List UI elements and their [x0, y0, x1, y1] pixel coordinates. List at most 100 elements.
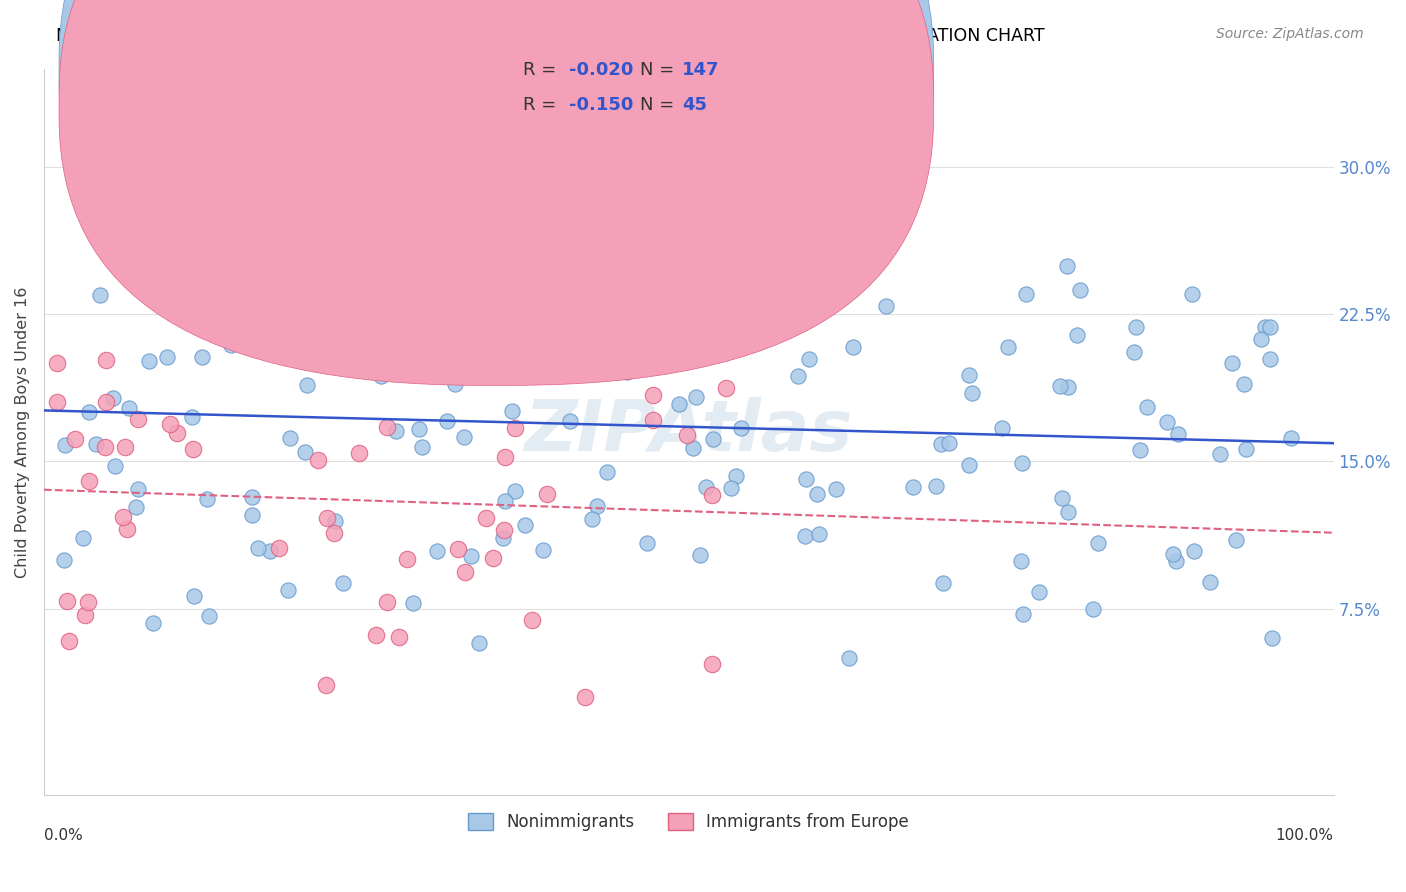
Point — [560, 414, 582, 428]
Point — [411, 440, 433, 454]
Point — [1056, 260, 1078, 274]
Point — [58, 633, 80, 648]
Point — [676, 427, 699, 442]
Point — [1087, 536, 1109, 550]
Point — [125, 500, 148, 515]
Point — [347, 446, 370, 460]
Point — [127, 482, 149, 496]
Text: -0.020: -0.020 — [569, 61, 634, 78]
Point — [702, 657, 724, 672]
Point — [422, 248, 444, 262]
Point — [55, 438, 77, 452]
Point — [702, 433, 724, 447]
Point — [115, 522, 138, 536]
Point — [641, 413, 664, 427]
Point — [637, 536, 659, 550]
Point — [364, 628, 387, 642]
Point — [316, 510, 339, 524]
Point — [695, 481, 717, 495]
Point — [794, 472, 817, 486]
Point — [273, 277, 295, 291]
Point — [579, 226, 602, 240]
Point — [357, 325, 380, 339]
Point — [1011, 457, 1033, 471]
Point — [114, 440, 136, 454]
Text: 147: 147 — [682, 61, 720, 78]
Point — [806, 487, 828, 501]
Point — [247, 541, 270, 555]
Legend: Nonimmigrants, Immigrants from Europe: Nonimmigrants, Immigrants from Europe — [461, 806, 915, 838]
Point — [793, 529, 815, 543]
Point — [291, 292, 314, 306]
Point — [159, 417, 181, 431]
Point — [142, 615, 165, 630]
Point — [1011, 607, 1033, 621]
Point — [1181, 286, 1204, 301]
Point — [1209, 447, 1232, 461]
Point — [443, 376, 465, 391]
Point — [222, 299, 245, 313]
Point — [959, 368, 981, 383]
Point — [84, 437, 107, 451]
Point — [536, 487, 558, 501]
Text: Source: ZipAtlas.com: Source: ZipAtlas.com — [1216, 27, 1364, 41]
Point — [240, 508, 263, 522]
Point — [1010, 554, 1032, 568]
Text: 0.0%: 0.0% — [44, 828, 83, 843]
Text: R =: R = — [523, 96, 557, 114]
Point — [1136, 401, 1159, 415]
Point — [492, 531, 515, 545]
Point — [91, 225, 114, 239]
Point — [1254, 320, 1277, 334]
Text: N =: N = — [640, 61, 673, 78]
Point — [183, 589, 205, 603]
Point — [842, 340, 865, 354]
Point — [474, 510, 496, 524]
Point — [96, 395, 118, 409]
Point — [166, 425, 188, 440]
Point — [685, 390, 707, 404]
Point — [453, 331, 475, 345]
Point — [408, 421, 430, 435]
Point — [581, 512, 603, 526]
Point — [89, 288, 111, 302]
Point — [875, 299, 897, 313]
Point — [332, 575, 354, 590]
Point — [396, 552, 419, 566]
Point — [370, 368, 392, 383]
Point — [665, 301, 688, 316]
Point — [1049, 379, 1071, 393]
Point — [1199, 574, 1222, 589]
Point — [1258, 319, 1281, 334]
Point — [311, 278, 333, 293]
Point — [1167, 427, 1189, 442]
Text: 100.0%: 100.0% — [1275, 828, 1333, 843]
Point — [522, 613, 544, 627]
Point — [276, 277, 298, 292]
Point — [1225, 533, 1247, 547]
Point — [45, 395, 67, 409]
Point — [426, 258, 449, 272]
Point — [278, 431, 301, 445]
Point — [689, 549, 711, 563]
Point — [277, 582, 299, 597]
Point — [586, 499, 609, 513]
Point — [957, 458, 980, 472]
Point — [730, 421, 752, 435]
Point — [991, 421, 1014, 435]
Point — [439, 273, 461, 287]
Point — [1056, 505, 1078, 519]
Point — [323, 514, 346, 528]
Point — [45, 356, 67, 370]
Point — [1258, 351, 1281, 366]
Point — [453, 430, 475, 444]
Point — [1182, 543, 1205, 558]
Point — [267, 541, 290, 556]
Point — [77, 474, 100, 488]
Point — [1066, 327, 1088, 342]
Point — [167, 144, 190, 158]
Point — [714, 381, 737, 395]
Point — [1028, 585, 1050, 599]
Point — [1261, 631, 1284, 645]
Point — [643, 388, 665, 402]
